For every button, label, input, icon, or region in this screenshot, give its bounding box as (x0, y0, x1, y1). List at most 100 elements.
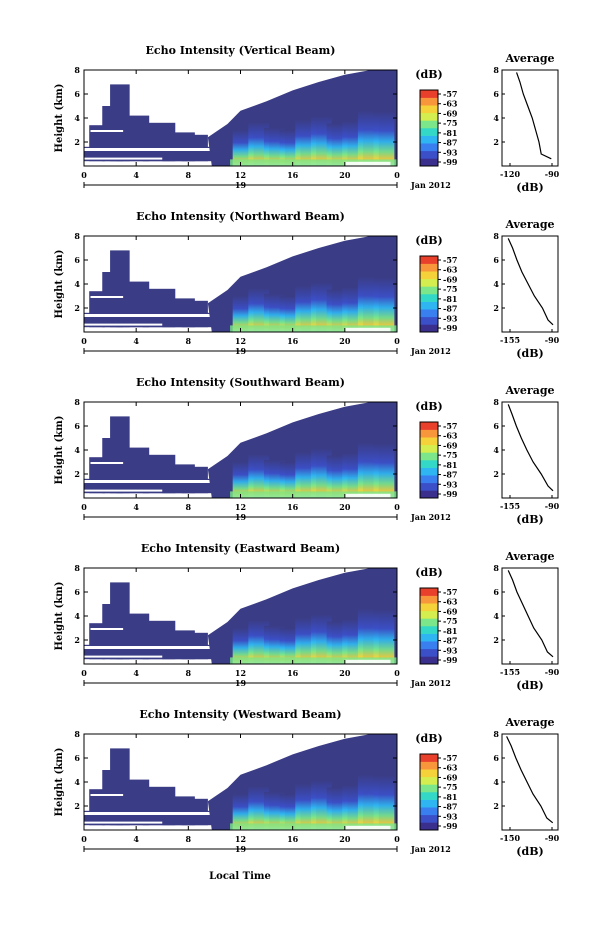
avg-y-tick-label: 6 (493, 255, 499, 265)
avg-y-tick-label: 8 (493, 563, 499, 573)
heatmap (84, 70, 397, 166)
colorbar-unit: (dB) (415, 68, 442, 81)
panel-1: Echo Intensity (Vertical Beam) 2 4 6 8 Height… (54, 44, 560, 194)
x-tick-label: 8 (186, 336, 192, 346)
colorbar-swatch (420, 626, 438, 634)
date-label: 19 (235, 678, 247, 688)
x-tick-label: 16 (287, 834, 299, 844)
colorbar-unit: (dB) (415, 566, 442, 579)
colorbar-tick-label: -93 (443, 147, 458, 157)
colorbar-tick-label: -99 (443, 655, 458, 665)
x-tick-label: 8 (186, 834, 192, 844)
y-tick-label: 6 (74, 89, 80, 99)
echo-gap (90, 462, 124, 464)
colorbar-tick-label: -99 (443, 489, 458, 499)
date-label: 19 (235, 512, 247, 522)
colorbar-swatch (420, 814, 438, 823)
echo-gap (84, 480, 221, 483)
echo-core (310, 780, 332, 830)
avg-title: Average (504, 716, 554, 729)
avg-y-tick-label: 4 (493, 279, 499, 289)
x-tick-label: 0 (394, 170, 400, 180)
colorbar-swatch (420, 444, 438, 453)
x-tick-label: 20 (339, 170, 351, 180)
echo-gap (90, 130, 124, 132)
colorbar-swatch (420, 286, 438, 295)
echo-core (373, 609, 395, 664)
x-tick-label: 4 (133, 336, 139, 346)
colorbar-swatch (420, 112, 438, 121)
avg-frame (501, 567, 559, 665)
colorbar-tick-label: -63 (443, 265, 458, 275)
echo-core (310, 614, 332, 664)
panel-5: Echo Intensity (Westward Beam) 2 4 6 8 Height… (54, 708, 560, 858)
avg-y-tick-label: 2 (493, 469, 499, 479)
x-tick-label: 20 (339, 668, 351, 678)
colorbar-swatch (420, 641, 438, 650)
y-tick-label: 2 (74, 137, 80, 147)
colorbar-tick-label: -81 (443, 128, 457, 138)
colorbar-swatch (420, 799, 438, 808)
x-tick-label: 20 (339, 336, 351, 346)
avg-x-label: (dB) (516, 181, 543, 194)
echo-gap (90, 628, 124, 630)
colorbar-swatch (420, 128, 438, 136)
colorbar-swatch (420, 648, 438, 657)
avg-y-tick-label: 2 (493, 635, 499, 645)
x-tick-label: 12 (235, 170, 246, 180)
colorbar-swatch (420, 256, 438, 264)
echo-gap (90, 794, 124, 796)
x-tick-label: 12 (235, 336, 246, 346)
avg-x-tick-label: -90 (545, 501, 560, 511)
echo-surface-band (230, 657, 397, 664)
colorbar-swatch (420, 143, 438, 152)
echo-gap (84, 812, 221, 815)
avg-profile-line (515, 72, 552, 160)
colorbar-tick-label: -69 (443, 606, 458, 616)
avg-x-label: (dB) (516, 679, 543, 692)
colorbar-frame (419, 753, 439, 831)
colorbar-tick-label: -93 (443, 645, 458, 655)
echo-core (310, 282, 332, 332)
heatmap (84, 568, 397, 664)
y-tick-label: 8 (74, 65, 80, 75)
colorbar-swatch (420, 482, 438, 491)
heatmap (84, 402, 397, 498)
y-tick-label: 4 (74, 777, 80, 787)
echo-saturation (344, 327, 391, 332)
date-suffix: Jan 2012 (410, 844, 451, 854)
x-tick-label: 8 (186, 170, 192, 180)
colorbar-tick-label: -57 (443, 587, 457, 597)
colorbar-swatch (420, 158, 438, 167)
colorbar-swatch (420, 90, 438, 98)
echo-gap (84, 655, 163, 658)
panel-title: Echo Intensity (Vertical Beam) (145, 44, 335, 57)
colorbar-frame (419, 89, 439, 167)
x-tick-label: 4 (133, 668, 139, 678)
colorbar-tick-label: -81 (443, 294, 457, 304)
echo-gap (84, 489, 163, 492)
echo-saturation (344, 493, 391, 498)
echo-surface-band (230, 159, 397, 166)
colorbar-swatch (420, 422, 438, 430)
echo-core (373, 277, 395, 332)
x-tick-label: 16 (287, 502, 299, 512)
colorbar-swatch (420, 324, 438, 333)
avg-x-tick-label: -90 (545, 335, 560, 345)
colorbar-swatch (420, 490, 438, 499)
echo-core (248, 786, 270, 830)
y-tick-label: 2 (74, 303, 80, 313)
x-tick-label: 0 (81, 170, 87, 180)
colorbar-tick-label: -87 (443, 304, 457, 314)
colorbar-tick-label: -57 (443, 753, 457, 763)
avg-frame (501, 401, 559, 499)
avg-y-tick-label: 8 (493, 729, 499, 739)
colorbar-swatch (420, 610, 438, 619)
echo-core (373, 775, 395, 830)
colorbar-swatch (420, 150, 438, 159)
colorbar-swatch (420, 754, 438, 762)
echo-surface-band (230, 823, 397, 830)
avg-x-label: (dB) (516, 347, 543, 360)
colorbar-tick-label: -57 (443, 421, 457, 431)
